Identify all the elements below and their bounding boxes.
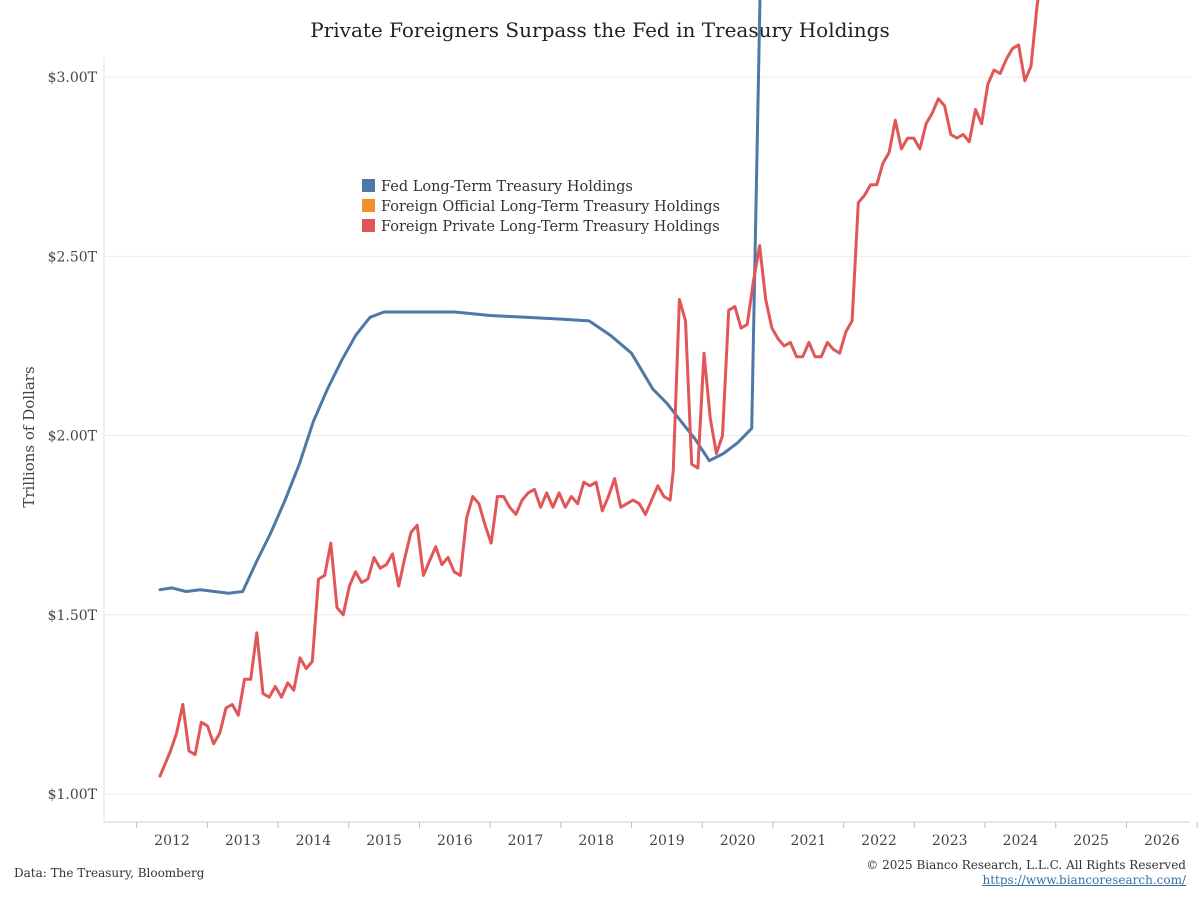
x-tick-label: 2020 <box>720 833 756 849</box>
x-tick-label: 2016 <box>437 833 473 849</box>
axes: $1.00T$1.50T$2.00T$2.50T$3.00T$3.50T$4.0… <box>48 58 1198 849</box>
legend-entry: Foreign Official Long-Term Treasury Hold… <box>381 199 720 215</box>
series-line-fed <box>158 0 762 595</box>
x-tick-label: 2019 <box>649 833 685 849</box>
y-tick-label: $1.50T <box>48 608 98 624</box>
x-tick-label: 2024 <box>1003 833 1039 849</box>
series-line-foreign-private <box>158 0 1040 778</box>
legend-swatch <box>362 199 375 212</box>
x-tick-label: 2025 <box>1073 833 1109 849</box>
y-tick-label: $1.00T <box>48 787 98 803</box>
x-tick-label: 2015 <box>366 833 402 849</box>
legend-entry: Fed Long-Term Treasury Holdings <box>381 179 633 195</box>
series-lines <box>158 0 1040 778</box>
y-tick-label: $2.00T <box>48 429 98 445</box>
website-link[interactable]: https://www.biancoresearch.com/ <box>982 873 1186 887</box>
x-tick-label: 2022 <box>861 833 897 849</box>
data-source-note: Data: The Treasury, Bloomberg <box>14 866 205 880</box>
legend-swatch <box>362 179 375 192</box>
x-tick-label: 2026 <box>1144 833 1180 849</box>
legend-entry: Foreign Private Long-Term Treasury Holdi… <box>381 219 720 235</box>
chart-title: Private Foreigners Surpass the Fed in Tr… <box>310 18 890 42</box>
gridlines <box>104 76 1190 795</box>
legend-swatch <box>362 219 375 232</box>
y-tick-label: $3.00T <box>48 70 98 86</box>
x-tick-label: 2018 <box>578 833 614 849</box>
x-tick-label: 2013 <box>225 833 261 849</box>
legend: Fed Long-Term Treasury Holdings Foreign O… <box>362 179 720 235</box>
y-tick-label: $2.50T <box>48 249 98 265</box>
x-tick-label: 2021 <box>790 833 826 849</box>
x-tick-label: 2014 <box>296 833 332 849</box>
x-tick-label: 2023 <box>932 833 968 849</box>
x-tick-label: 2017 <box>508 833 544 849</box>
y-axis-label: Trillions of Dollars <box>20 366 38 507</box>
copyright-notice: © 2025 Bianco Research, L.L.C. All Right… <box>866 858 1186 872</box>
x-tick-label: 2012 <box>154 833 190 849</box>
